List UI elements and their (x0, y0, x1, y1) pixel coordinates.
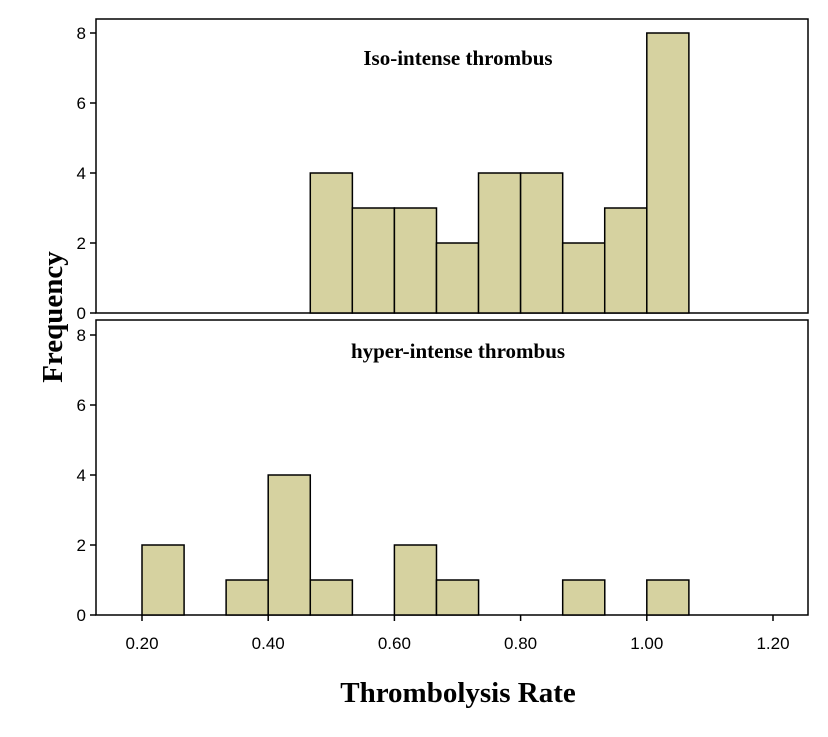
histogram-bar (393, 207, 438, 314)
x-axis-title: Thrombolysis Rate (340, 677, 576, 709)
y-tick-label: 2 (77, 536, 86, 555)
histogram-bar (141, 544, 185, 616)
histogram-bar (477, 172, 522, 314)
histogram-bar (309, 579, 354, 616)
x-tick-label: 0.40 (252, 634, 285, 653)
histogram-bar (603, 207, 648, 314)
panel-frame (95, 319, 809, 616)
y-tick-label: 4 (77, 164, 86, 183)
histogram-bar (435, 242, 480, 314)
y-tick-label: 4 (77, 466, 86, 485)
y-tick-label: 6 (77, 396, 86, 415)
histogram-bar (646, 579, 690, 616)
x-tick-label: 0.60 (378, 634, 411, 653)
x-tick-label: 1.20 (756, 634, 789, 653)
histogram-bar (267, 474, 312, 616)
panel-title: hyper-intense thrombus (351, 339, 565, 363)
histogram-bar (393, 544, 438, 616)
y-tick-label: 8 (77, 326, 86, 345)
y-tick-label: 0 (77, 304, 86, 323)
y-tick-label: 2 (77, 234, 86, 253)
histogram-bar (435, 579, 480, 616)
y-tick-label: 6 (77, 94, 86, 113)
y-axis-title: Frequency (37, 251, 69, 383)
x-tick-label: 1.00 (630, 634, 663, 653)
histogram-bar (309, 172, 354, 314)
histogram-bar (519, 172, 564, 314)
histogram-bar (561, 242, 606, 314)
histogram-bar (351, 207, 396, 314)
histogram-bar (225, 579, 269, 616)
y-tick-label: 8 (77, 24, 86, 43)
histogram-bar (561, 579, 606, 616)
y-tick-label: 0 (77, 606, 86, 625)
x-tick-label: 0.20 (125, 634, 158, 653)
histogram-bar (646, 32, 690, 314)
panel-title: Iso-intense thrombus (363, 46, 552, 70)
x-tick-label: 0.80 (504, 634, 537, 653)
